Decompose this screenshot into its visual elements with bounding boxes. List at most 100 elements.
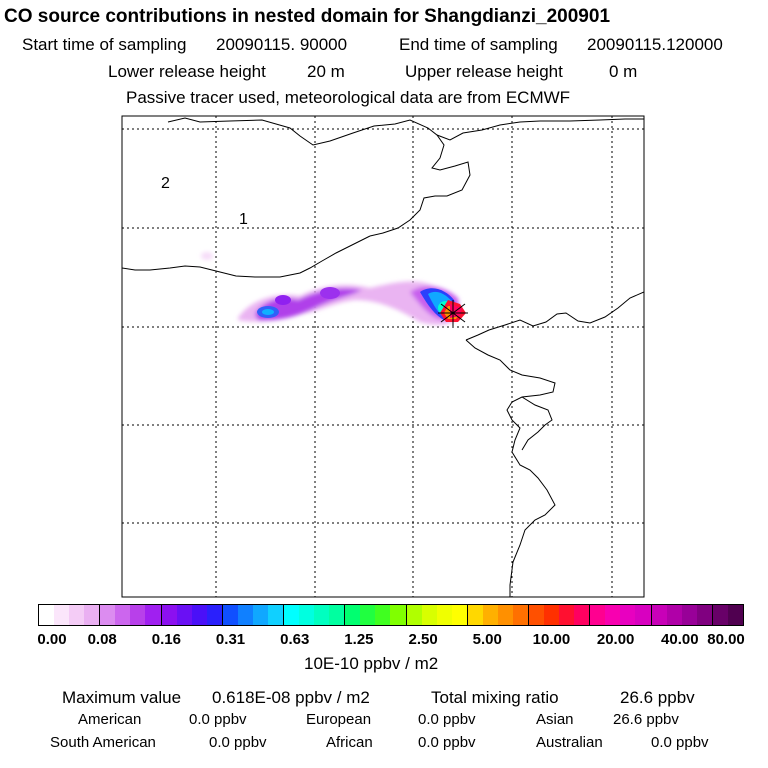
colorbar-swatch [299, 605, 315, 625]
region-name: South American [50, 734, 156, 751]
colorbar-tick-label: 0.00 [37, 631, 67, 648]
bay-inlet [521, 396, 553, 451]
colorbar-swatch [252, 605, 268, 625]
domain-label-2: 2 [161, 175, 170, 192]
colorbar-swatch [512, 605, 528, 625]
colorbar-swatch [360, 605, 376, 625]
lower-height-label: Lower release height [108, 62, 266, 81]
colorbar-swatch [237, 605, 253, 625]
region-value: 26.6 ppbv [613, 711, 679, 728]
receptor-marker [438, 300, 468, 326]
coastline-east [465, 339, 556, 597]
map-gridlines [122, 116, 644, 597]
total-mixing-value: 26.6 ppbv [620, 688, 695, 707]
colorbar-swatch [696, 605, 712, 625]
end-time-label: End time of sampling [399, 35, 558, 54]
colorbar-swatch [482, 605, 498, 625]
colorbar-swatch [497, 605, 513, 625]
lower-height-value: 20 m [307, 62, 345, 81]
colorbar-tick-label: 0.16 [151, 631, 181, 648]
region-name: European [306, 711, 372, 728]
map-frame [121, 115, 645, 598]
colorbar-unit: 10E-10 ppbv / m2 [304, 654, 439, 673]
region-name: American [78, 711, 142, 728]
colorbar-swatch [283, 605, 300, 625]
colorbar-swatch [436, 605, 452, 625]
colorbar-swatch [99, 605, 116, 625]
tracer-note: Passive tracer used, meteorological data… [126, 88, 571, 107]
colorbar-swatch [574, 605, 590, 625]
colorbar-swatch [69, 605, 85, 625]
colorbar-tick-label: 20.00 [596, 631, 635, 648]
colorbar-swatch [344, 605, 361, 625]
colorbar-swatch [115, 605, 131, 625]
colorbar-tick-label: 40.00 [661, 631, 699, 648]
colorbar-swatch [466, 605, 483, 625]
colorbar-swatch [727, 605, 743, 625]
colorbar-swatch [589, 605, 606, 625]
region-value: 0.0 ppbv [189, 711, 247, 728]
region-value: 0.0 ppbv [209, 734, 267, 751]
colorbar-swatch [405, 605, 422, 625]
border-inner-east [369, 134, 471, 237]
colorbar-swatch [145, 605, 161, 625]
map-borders [122, 117, 644, 597]
chart-title: CO source contributions in nested domain… [4, 6, 611, 27]
colorbar-swatch [375, 605, 391, 625]
region-name: Asian [536, 711, 574, 728]
region-value: 0.0 ppbv [418, 711, 476, 728]
start-time-value: 20090115. 90000 [216, 35, 348, 54]
colorbar-swatch [329, 605, 345, 625]
colorbar-swatch [84, 605, 100, 625]
upper-height-label: Upper release height [405, 62, 563, 81]
colorbar-swatch [390, 605, 406, 625]
colorbar-swatch [544, 605, 560, 625]
colorbar-swatch [39, 605, 55, 625]
colorbar-swatch [191, 605, 207, 625]
max-value-label: Maximum value [62, 688, 182, 707]
colorbar-tick-label: 2.50 [408, 631, 438, 648]
region-value: 0.0 ppbv [651, 734, 709, 751]
colorbar-swatch [620, 605, 636, 625]
colorbar-swatch [559, 605, 575, 625]
colorbar-swatch [314, 605, 330, 625]
colorbar-swatch [605, 605, 621, 625]
colorbar-swatch [650, 605, 667, 625]
colorbar-tick-label: 0.31 [215, 631, 246, 648]
colorbar-swatch [54, 605, 70, 625]
border-northeast [465, 291, 644, 341]
region-value: 0.0 ppbv [418, 734, 476, 751]
colorbar-swatch [528, 605, 545, 625]
upper-height-value: 0 m [609, 62, 638, 81]
colorbar-swatch [130, 605, 146, 625]
colorbar-swatch [711, 605, 728, 625]
colorbar-swatch [666, 605, 682, 625]
tracer-plume [201, 252, 466, 325]
colorbar-tick-label: 0.63 [280, 631, 310, 648]
end-time-value: 20090115.120000 [587, 35, 723, 54]
border-north [167, 117, 644, 146]
total-mixing-label: Total mixing ratio [431, 688, 559, 707]
colorbar-tick-label: 5.00 [472, 631, 502, 648]
region-name: Australian [536, 734, 603, 751]
colorbar-swatch [267, 605, 283, 625]
colorbar-tick-label: 0.08 [87, 631, 117, 648]
colorbar-swatch [176, 605, 192, 625]
region-name: African [326, 734, 373, 751]
colorbar [38, 604, 744, 626]
colorbar-swatch [451, 605, 467, 625]
colorbar-tick-label: 10.00 [532, 631, 571, 648]
start-time-label: Start time of sampling [22, 35, 187, 54]
domain-label-1: 1 [239, 211, 248, 228]
colorbar-swatch [160, 605, 177, 625]
colorbar-swatch [206, 605, 222, 625]
colorbar-swatch [421, 605, 437, 625]
colorbar-tick-label: 1.25 [344, 631, 374, 648]
colorbar-swatch [681, 605, 697, 625]
colorbar-tick-label: 80.00 [707, 631, 745, 648]
max-value: 0.618E-08 ppbv / m2 [212, 688, 370, 707]
colorbar-swatch [221, 605, 238, 625]
border-central [122, 235, 371, 278]
colorbar-swatch [635, 605, 651, 625]
